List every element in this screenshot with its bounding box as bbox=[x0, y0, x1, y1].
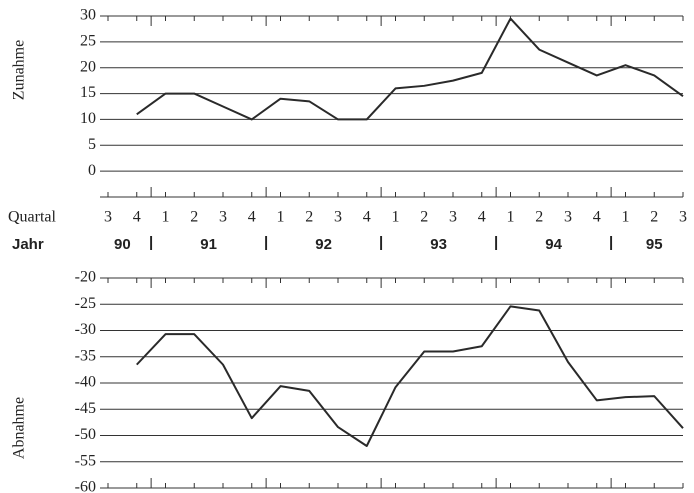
line-series bbox=[136, 305, 684, 447]
x-tick-label: 1 bbox=[392, 209, 400, 226]
y-tick-label: -20 bbox=[75, 269, 96, 286]
y-tick-label: 30 bbox=[80, 7, 96, 24]
x-tick-label: 4 bbox=[248, 209, 256, 226]
x-tick-label: 1 bbox=[507, 209, 515, 226]
group-separator: | bbox=[264, 234, 268, 251]
x-tick-label: 4 bbox=[593, 209, 601, 226]
x-tick-label: 4 bbox=[133, 209, 141, 226]
y-tick-label: -55 bbox=[75, 452, 96, 469]
x-tick-label: 3 bbox=[564, 209, 572, 226]
y-tick-label: 20 bbox=[80, 58, 96, 75]
y-tick-label: 25 bbox=[80, 33, 96, 50]
x-tick-label: 3 bbox=[334, 209, 342, 226]
x-tick-label: 1 bbox=[277, 209, 285, 226]
y-tick-label: 10 bbox=[80, 110, 96, 127]
x-axis-title: Quartal bbox=[8, 209, 57, 226]
y-tick-label: 5 bbox=[88, 136, 96, 153]
group-label: 95 bbox=[646, 236, 663, 253]
group-label: 90 bbox=[114, 236, 131, 253]
x-tick-label: 2 bbox=[190, 209, 198, 226]
y-tick-label: -30 bbox=[75, 321, 96, 338]
y-tick-label: -50 bbox=[75, 426, 96, 443]
x-tick-label: 3 bbox=[219, 209, 227, 226]
x-tick-label: 3 bbox=[679, 209, 687, 226]
line-series bbox=[136, 17, 684, 121]
y-tick-label: -40 bbox=[75, 374, 96, 391]
group-label: 93 bbox=[430, 236, 447, 253]
y-tick-label: 15 bbox=[80, 84, 96, 101]
group-label: 94 bbox=[545, 236, 562, 253]
x-tick-label: 3 bbox=[449, 209, 457, 226]
y-axis-title: Zunahme bbox=[11, 40, 28, 100]
group-label: 91 bbox=[200, 236, 217, 253]
x-tick-label: 1 bbox=[622, 209, 630, 226]
group-axis-title: Jahr bbox=[12, 236, 44, 253]
x-tick-label: 4 bbox=[478, 209, 486, 226]
y-tick-label: -60 bbox=[75, 479, 96, 493]
y-tick-label: 0 bbox=[88, 162, 96, 179]
x-tick-label: 4 bbox=[363, 209, 371, 226]
group-separator: | bbox=[149, 234, 153, 251]
group-separator: | bbox=[379, 234, 383, 251]
x-tick-label: 2 bbox=[650, 209, 658, 226]
x-tick-label: 2 bbox=[305, 209, 313, 226]
y-tick-label: -45 bbox=[75, 400, 96, 417]
group-separator: | bbox=[609, 234, 613, 251]
y-tick-label: -35 bbox=[75, 347, 96, 364]
x-tick-label: 1 bbox=[162, 209, 170, 226]
y-axis-title: Abnahme bbox=[11, 397, 28, 459]
x-tick-label: 2 bbox=[420, 209, 428, 226]
y-tick-label: -25 bbox=[75, 295, 96, 312]
group-label: 92 bbox=[315, 236, 332, 253]
x-tick-label: 2 bbox=[535, 209, 543, 226]
group-separator: | bbox=[494, 234, 498, 251]
x-tick-label: 3 bbox=[104, 209, 112, 226]
